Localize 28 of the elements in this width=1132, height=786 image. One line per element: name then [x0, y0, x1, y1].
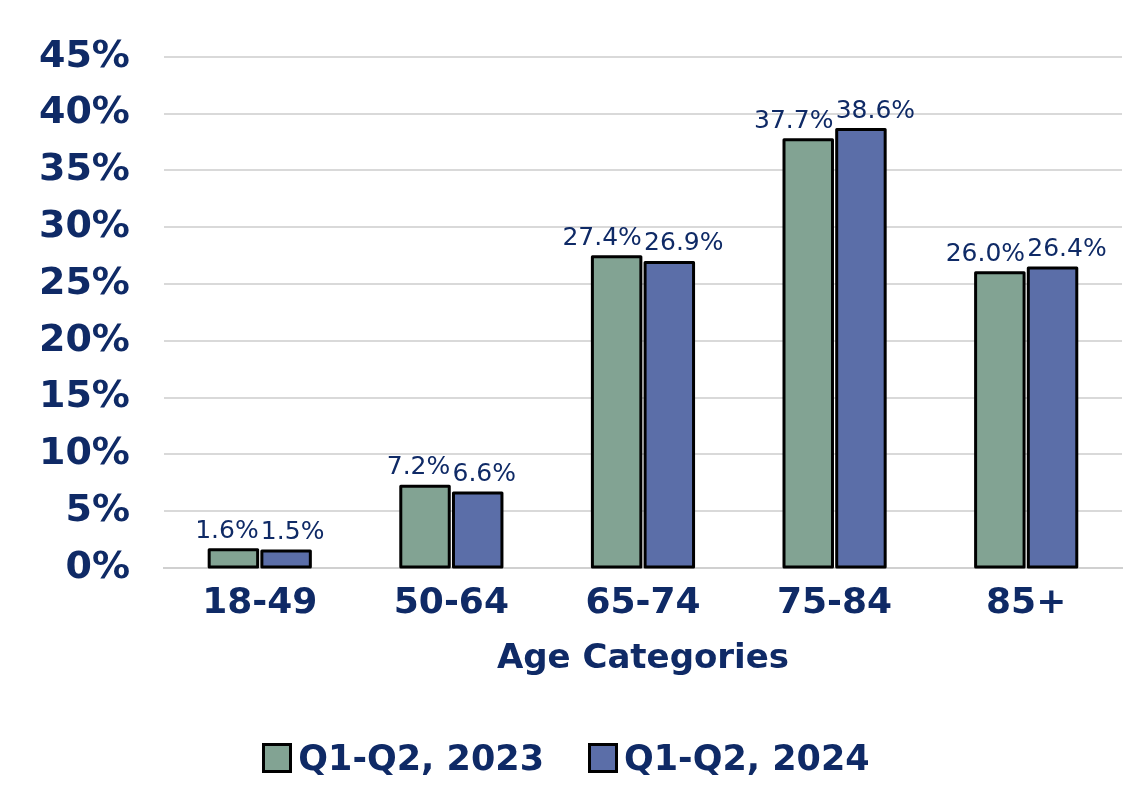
y-tick-label: 40% — [38, 88, 130, 133]
text: 26.9% — [644, 227, 724, 257]
y-tick-label: 25% — [38, 258, 130, 303]
x-axis-title: Age Categories — [496, 636, 790, 677]
y-tick-label: 45% — [38, 31, 130, 76]
text: 26.0% — [945, 237, 1026, 267]
y-tick-label: 10% — [38, 429, 130, 474]
x-tick-label: 65-74 — [585, 579, 701, 621]
text: 1.5% — [260, 515, 325, 545]
text: 7.2% — [386, 451, 451, 481]
y-tick-label: 30% — [38, 202, 130, 247]
y-tick-label: 35% — [38, 145, 130, 190]
text: 1.6% — [195, 514, 259, 544]
legend-label: Q1-Q2, 2024 — [624, 738, 870, 778]
y-tick-label: 0% — [65, 542, 130, 587]
legend-label: Q1-Q2, 2023 — [298, 738, 544, 778]
x-tick-label: 85+ — [986, 579, 1067, 621]
y-tick-label: 20% — [38, 315, 130, 360]
text: 6.6% — [452, 458, 516, 488]
text: 38.6% — [835, 94, 916, 124]
text: 37.7% — [754, 104, 834, 134]
y-tick-label: 5% — [65, 486, 130, 531]
text: 27.4% — [562, 221, 642, 251]
x-tick-label: 75-84 — [777, 579, 893, 621]
y-tick-label: 15% — [38, 372, 130, 417]
x-tick-label: 18-49 — [202, 579, 318, 621]
x-tick-label: 50-64 — [393, 579, 509, 621]
text: 26.4% — [1027, 233, 1107, 263]
